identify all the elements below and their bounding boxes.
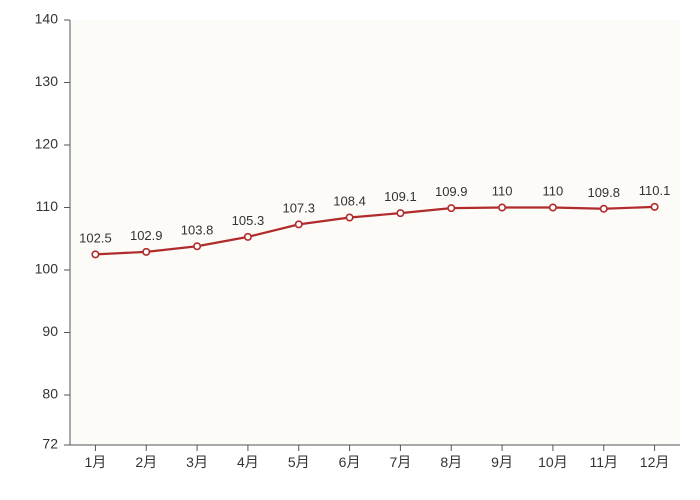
series-marker	[550, 204, 556, 210]
data-label: 109.8	[587, 185, 620, 200]
y-tick-label: 110	[36, 198, 59, 214]
x-tick-label: 8月	[440, 454, 462, 470]
series-marker	[245, 234, 251, 240]
x-tick-label: 2月	[135, 454, 157, 470]
data-label: 109.9	[435, 184, 468, 199]
x-tick-label: 3月	[186, 454, 208, 470]
series-marker	[397, 210, 403, 216]
data-label: 108.4	[333, 194, 366, 209]
y-tick-label: 130	[35, 73, 59, 89]
x-tick-label: 9月	[491, 454, 513, 470]
y-tick-label: 140	[35, 11, 59, 27]
x-tick-label: 6月	[339, 454, 361, 470]
series-marker	[92, 251, 98, 257]
data-label: 103.8	[181, 222, 214, 237]
x-tick-label: 1月	[85, 454, 107, 470]
y-tick-label: 72	[42, 436, 58, 452]
data-label: 102.5	[79, 230, 112, 245]
data-label: 110	[543, 184, 564, 199]
data-label: 105.3	[232, 213, 265, 228]
series-marker	[194, 243, 200, 249]
y-tick-label: 120	[35, 136, 59, 152]
data-label: 102.9	[130, 228, 163, 243]
y-tick-label: 100	[35, 261, 59, 277]
chart-svg: 72 80 90 100 110 120 130 140 1月 2月 3月 4月 5月 6月 7月 8月 9月 1…	[0, 0, 700, 500]
data-label: 110	[492, 184, 513, 199]
data-label: 107.3	[282, 200, 315, 215]
series-marker	[499, 204, 505, 210]
y-tick-label: 80	[42, 386, 58, 402]
series-marker	[601, 206, 607, 212]
data-label: 110.1	[639, 183, 671, 198]
x-tick-label: 11月	[589, 454, 618, 470]
series-marker	[448, 205, 454, 211]
line-chart: 72 80 90 100 110 120 130 140 1月 2月 3月 4月 5月 6月 7月 8月 9月 1…	[0, 0, 700, 500]
series-marker	[346, 214, 352, 220]
x-tick-label: 5月	[288, 454, 310, 470]
x-tick-label: 10月	[538, 454, 568, 470]
x-tick-label: 4月	[237, 454, 259, 470]
series-marker	[143, 249, 149, 255]
series-marker	[651, 204, 657, 210]
series-marker	[296, 221, 302, 227]
x-tick-label: 7月	[390, 454, 412, 470]
y-tick-label: 90	[42, 323, 58, 339]
x-tick-label: 12月	[640, 454, 670, 470]
data-label: 109.1	[384, 189, 417, 204]
